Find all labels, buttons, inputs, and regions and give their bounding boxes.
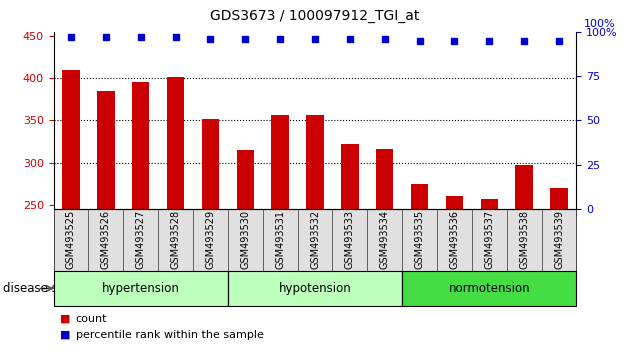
Text: count: count bbox=[76, 314, 107, 324]
Bar bbox=[272, 115, 289, 209]
Bar bbox=[132, 81, 149, 209]
Text: ■: ■ bbox=[60, 314, 71, 324]
Bar bbox=[202, 119, 219, 209]
Bar bbox=[62, 70, 79, 209]
Bar bbox=[306, 115, 324, 209]
Bar bbox=[411, 184, 428, 209]
Bar bbox=[551, 188, 568, 209]
Bar bbox=[237, 150, 254, 209]
Text: hypertension: hypertension bbox=[102, 282, 180, 295]
Text: ■: ■ bbox=[60, 330, 71, 339]
Bar bbox=[97, 91, 115, 209]
Text: percentile rank within the sample: percentile rank within the sample bbox=[76, 330, 263, 339]
Bar bbox=[481, 199, 498, 209]
Text: hypotension: hypotension bbox=[278, 282, 352, 295]
Text: 100%: 100% bbox=[583, 19, 615, 29]
Bar bbox=[167, 78, 185, 209]
Bar bbox=[341, 144, 358, 209]
Text: disease state: disease state bbox=[3, 282, 82, 295]
Bar bbox=[515, 165, 533, 209]
Bar bbox=[376, 149, 393, 209]
Text: GDS3673 / 100097912_TGI_at: GDS3673 / 100097912_TGI_at bbox=[210, 9, 420, 23]
Bar bbox=[446, 196, 463, 209]
Text: normotension: normotension bbox=[449, 282, 530, 295]
